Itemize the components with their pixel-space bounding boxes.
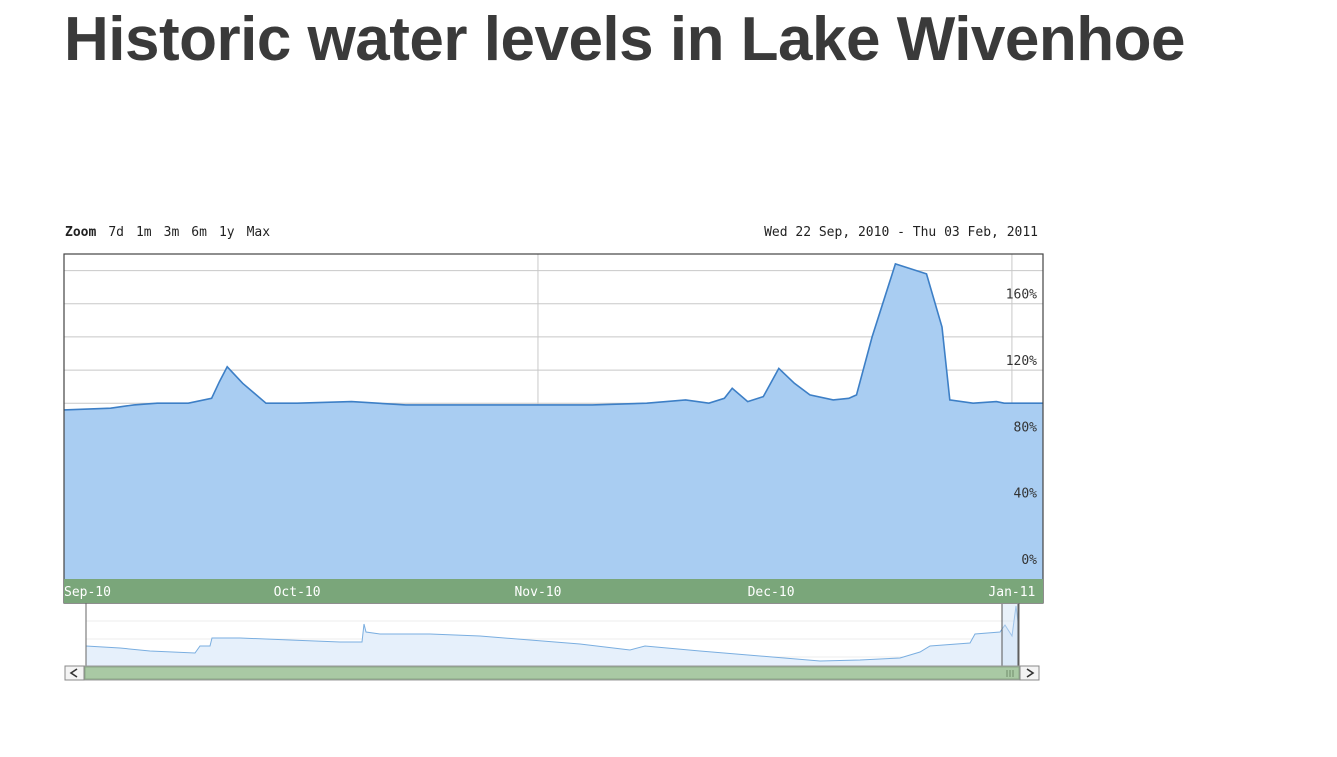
zoom-3m-button[interactable]: 3m <box>163 225 180 240</box>
zoom-6m-button[interactable]: 6m <box>191 225 207 240</box>
y-tick-label: 120% <box>1006 354 1037 369</box>
zoom-bar: Zoom 7d 1m 3m 6m 1y Max <box>65 225 270 240</box>
y-tick-label: 40% <box>1014 487 1038 502</box>
x-tick-label: Sep-10 <box>64 585 111 600</box>
scroll-right-button[interactable] <box>1019 665 1040 681</box>
scrollbar[interactable] <box>64 665 1040 681</box>
navigator-selection-mask <box>1002 604 1019 666</box>
navigator-area <box>86 606 1019 666</box>
scroll-left-button[interactable] <box>64 665 85 681</box>
water-level-area <box>64 263 1043 579</box>
date-range-label: Wed 22 Sep, 2010 - Thu 03 Feb, 2011 <box>764 225 1038 240</box>
zoom-1m-button[interactable]: 1m <box>135 225 152 240</box>
x-tick-label: Nov-10 <box>514 585 561 600</box>
y-tick-label: 80% <box>1014 420 1038 435</box>
chevron-right-icon <box>1026 668 1035 678</box>
zoom-label: Zoom <box>65 225 97 240</box>
navigator-line <box>85 605 1020 662</box>
zoom-1y-button[interactable]: 1y <box>218 225 235 240</box>
page-title: Historic water levels in Lake Wivenhoe <box>64 5 1185 74</box>
navigator[interactable] <box>85 603 1020 666</box>
x-tick-label: Oct-10 <box>274 585 321 600</box>
x-tick-labels: Sep-10 Oct-10 Nov-10 Dec-10 Jan-11 <box>64 585 1035 600</box>
scrollbar-thumb[interactable] <box>84 666 1020 680</box>
water-level-line <box>63 262 1043 411</box>
x-tick-label: Dec-10 <box>748 585 795 600</box>
x-tick-label: Jan-11 <box>988 585 1035 600</box>
y-tick-label: 160% <box>1006 288 1037 303</box>
x-axis-band <box>64 579 1043 603</box>
zoom-max-button[interactable]: Max <box>246 225 271 240</box>
chevron-left-icon <box>69 668 78 678</box>
y-tick-label: 0% <box>1021 553 1037 568</box>
y-tick-labels: 0% 40% 80% 120% 160% <box>1006 288 1037 568</box>
zoom-7d-button[interactable]: 7d <box>108 225 124 240</box>
scrollbar-grip-icon <box>1006 670 1014 677</box>
